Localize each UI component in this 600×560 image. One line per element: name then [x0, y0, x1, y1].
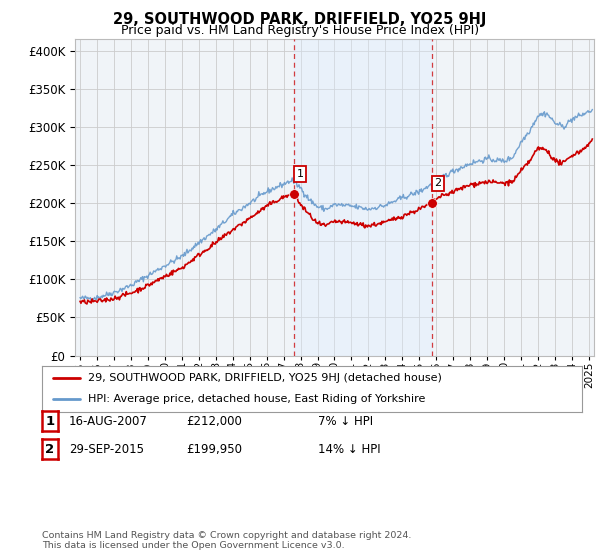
Text: Contains HM Land Registry data © Crown copyright and database right 2024.
This d: Contains HM Land Registry data © Crown c…	[42, 531, 412, 550]
Text: £212,000: £212,000	[186, 414, 242, 428]
Text: 14% ↓ HPI: 14% ↓ HPI	[318, 442, 380, 456]
Text: £199,950: £199,950	[186, 442, 242, 456]
Bar	[294, 39, 432, 356]
Text: 1: 1	[296, 169, 304, 179]
Text: 29-SEP-2015: 29-SEP-2015	[69, 442, 144, 456]
Text: 7% ↓ HPI: 7% ↓ HPI	[318, 414, 373, 428]
Text: HPI: Average price, detached house, East Riding of Yorkshire: HPI: Average price, detached house, East…	[88, 394, 425, 404]
Text: Price paid vs. HM Land Registry's House Price Index (HPI): Price paid vs. HM Land Registry's House …	[121, 24, 479, 37]
Text: 29, SOUTHWOOD PARK, DRIFFIELD, YO25 9HJ (detached house): 29, SOUTHWOOD PARK, DRIFFIELD, YO25 9HJ …	[88, 373, 442, 383]
Text: 16-AUG-2007: 16-AUG-2007	[69, 414, 148, 428]
Text: 2: 2	[434, 179, 442, 188]
Text: 29, SOUTHWOOD PARK, DRIFFIELD, YO25 9HJ: 29, SOUTHWOOD PARK, DRIFFIELD, YO25 9HJ	[113, 12, 487, 27]
Text: 2: 2	[45, 442, 55, 456]
Text: 1: 1	[45, 414, 55, 428]
